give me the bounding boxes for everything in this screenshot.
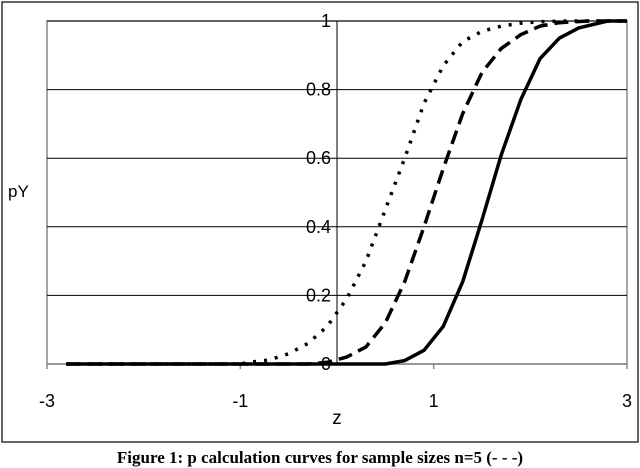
chart-svg: 0 0.2 0.4 0.6 0.8 1 -3 -1 1 3 z pY [1, 1, 639, 443]
x-tick-labels: -3 -1 1 3 [39, 391, 632, 411]
y-tick-label-2: 0.4 [306, 217, 331, 237]
y-tick-label-3: 0.6 [306, 148, 331, 168]
y-tick-label-4: 0.8 [306, 80, 331, 100]
series-line-dotted [66, 19, 627, 366]
y-axis-label: pY [8, 182, 29, 201]
y-tick-labels: 0 0.2 0.4 0.6 0.8 1 [306, 11, 331, 374]
figure-caption: Figure 1: p calculation curves for sampl… [116, 448, 524, 467]
y-tick-label-1: 0.2 [306, 285, 331, 305]
series-line-dashed [66, 19, 627, 366]
y-tick-label-5: 1 [321, 11, 331, 31]
x-tick-label-2: 1 [429, 391, 439, 411]
x-tick-label-3: 3 [622, 391, 632, 411]
series-line-solid [66, 19, 627, 366]
x-tick-label-1: -1 [232, 391, 248, 411]
x-tick-label-0: -3 [39, 391, 55, 411]
y-tick-label-0: 0 [321, 354, 331, 374]
x-axis-label: z [332, 408, 342, 429]
series-lines [66, 19, 627, 366]
